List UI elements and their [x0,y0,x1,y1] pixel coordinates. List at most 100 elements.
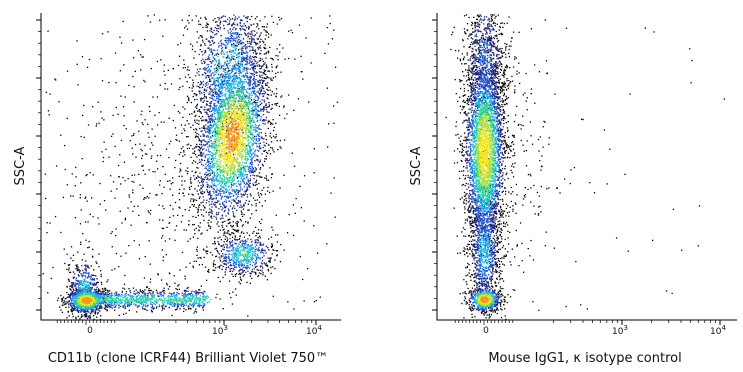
plot-left-event-dot [85,260,86,261]
plot-left-event-dot [197,163,198,164]
plot-left-event-dot [246,265,247,266]
plot-left-event-dot [80,244,81,245]
plot-left-event-dot [115,146,116,147]
plot-left-event-dot [188,224,189,225]
plot-left-event-dot [205,51,206,52]
plot-left-event-dot [118,165,119,166]
plot-left-event-dot [156,306,157,307]
plot-left-event-dot [244,68,245,69]
plot-left-event-dot [208,214,209,215]
plot-left-event-dot [204,179,205,180]
plot-left-event-dot [73,283,74,284]
plot-left-event-dot [177,44,178,45]
plot-left-event-dot [155,136,156,137]
plot-left-event-dot [262,267,263,268]
plot-left-event-dot [262,59,263,60]
plot-left-event-dot [146,287,147,288]
plot-left-event-dot [160,294,161,295]
plot-left-event-dot [201,35,202,36]
plot-left-event-dot [208,77,209,78]
plot-left-event-dot [212,119,213,120]
plot-left-event-dot [179,176,180,177]
plot-left-event-dot [273,130,274,131]
plot-left-event-dot [190,127,191,128]
plot-left-event-dot [207,82,208,83]
plot-left-event-dot [203,249,204,250]
plot-left-event-dot [144,277,145,278]
plot-left-event-dot [232,207,233,208]
plot-left-event-dot [237,40,238,41]
plot-left-event-dot [209,111,210,112]
plot-left-event-dot [327,27,328,28]
plot-left-event-dot [189,303,190,304]
plot-left-event-dot [142,188,143,189]
plot-left-event-dot [139,143,140,144]
plot-left-event-dot [199,68,200,69]
plot-left-event-dot [146,310,147,311]
plot-left-event-dot [258,151,259,152]
plot-left-event-dot [220,41,221,42]
plot-left-event-dot [222,196,223,197]
plot-left-event-dot [200,222,201,223]
plot-left-event-dot [220,23,221,24]
plot-left-event-dot [207,59,208,60]
plot-left-event-dot [195,161,196,162]
plot-left-event-dot [147,124,148,125]
plot-left-event-dot [182,215,183,216]
plot-left-event-dot [262,82,263,83]
plot-left-event-dot [125,219,126,220]
plot-left-event-dot [253,52,254,53]
plot-left-event-dot [228,107,229,108]
plot-left-event-dot [217,101,218,102]
plot-left-event-dot [267,70,268,71]
plot-left-event-dot [102,33,103,34]
plot-left-event-dot [183,35,184,36]
plot-left-event-dot [246,81,247,82]
plot-left-event-dot [182,117,183,118]
plot-left-event-dot [200,295,201,296]
plot-left-event-dot [143,199,144,200]
plot-left-event-dot [333,30,334,31]
plot-left-event-dot [227,244,228,245]
plot-left-event-dot [216,94,217,95]
plot-left-event-dot [75,217,76,218]
plot-left-event-dot [129,310,130,311]
plot-left-event-dot [210,124,211,125]
plot-left-event-dot [215,27,216,28]
plot-left-event-dot [65,307,66,308]
plot-left-event-dot [218,243,219,244]
plot-left-event-dot [211,73,212,74]
plot-left-event-dot [222,218,223,219]
plot-left-event-dot [210,70,211,71]
plot-left-event-dot [214,109,215,110]
plot-left-event-dot [254,108,255,109]
plot-left-event-dot [277,55,278,56]
plot-left-event-dot [316,300,317,301]
plot-left-event-dot [139,258,140,259]
plot-left-event-dot [199,189,200,190]
plot-left-event-dot [240,187,241,188]
plot-left-event-dot [243,75,244,76]
plot-left-event-dot [229,260,230,261]
plot-left-event-dot [196,261,197,262]
plot-left-event-dot [280,244,281,245]
plot-left-event-dot [210,89,211,90]
plot-left-event-dot [241,26,242,27]
plot-left-event-dot [201,145,202,146]
plot-left-event-dot [193,175,194,176]
plot-left-event-dot [87,291,88,292]
plot-left-event-dot [196,146,197,147]
plot-left-event-dot [247,180,248,181]
plot-left-event-dot [96,263,97,264]
plot-left-event-dot [218,277,219,278]
plot-left-event-dot [273,136,274,137]
plot-left-event-dot [253,24,254,25]
plot-left-event-dot [227,247,228,248]
plot-left-event-dot [181,124,182,125]
plot-left-event-dot [196,123,197,124]
plot-left-event-dot [263,64,264,65]
plot-left-event-dot [255,266,256,267]
plot-left-event-dot [229,238,230,239]
plot-left-event-dot [220,27,221,28]
plot-left-event-dot [89,289,90,290]
